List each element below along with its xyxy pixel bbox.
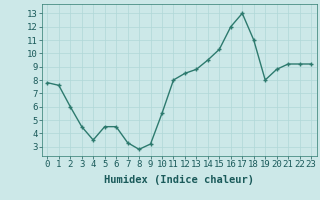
X-axis label: Humidex (Indice chaleur): Humidex (Indice chaleur) xyxy=(104,175,254,185)
